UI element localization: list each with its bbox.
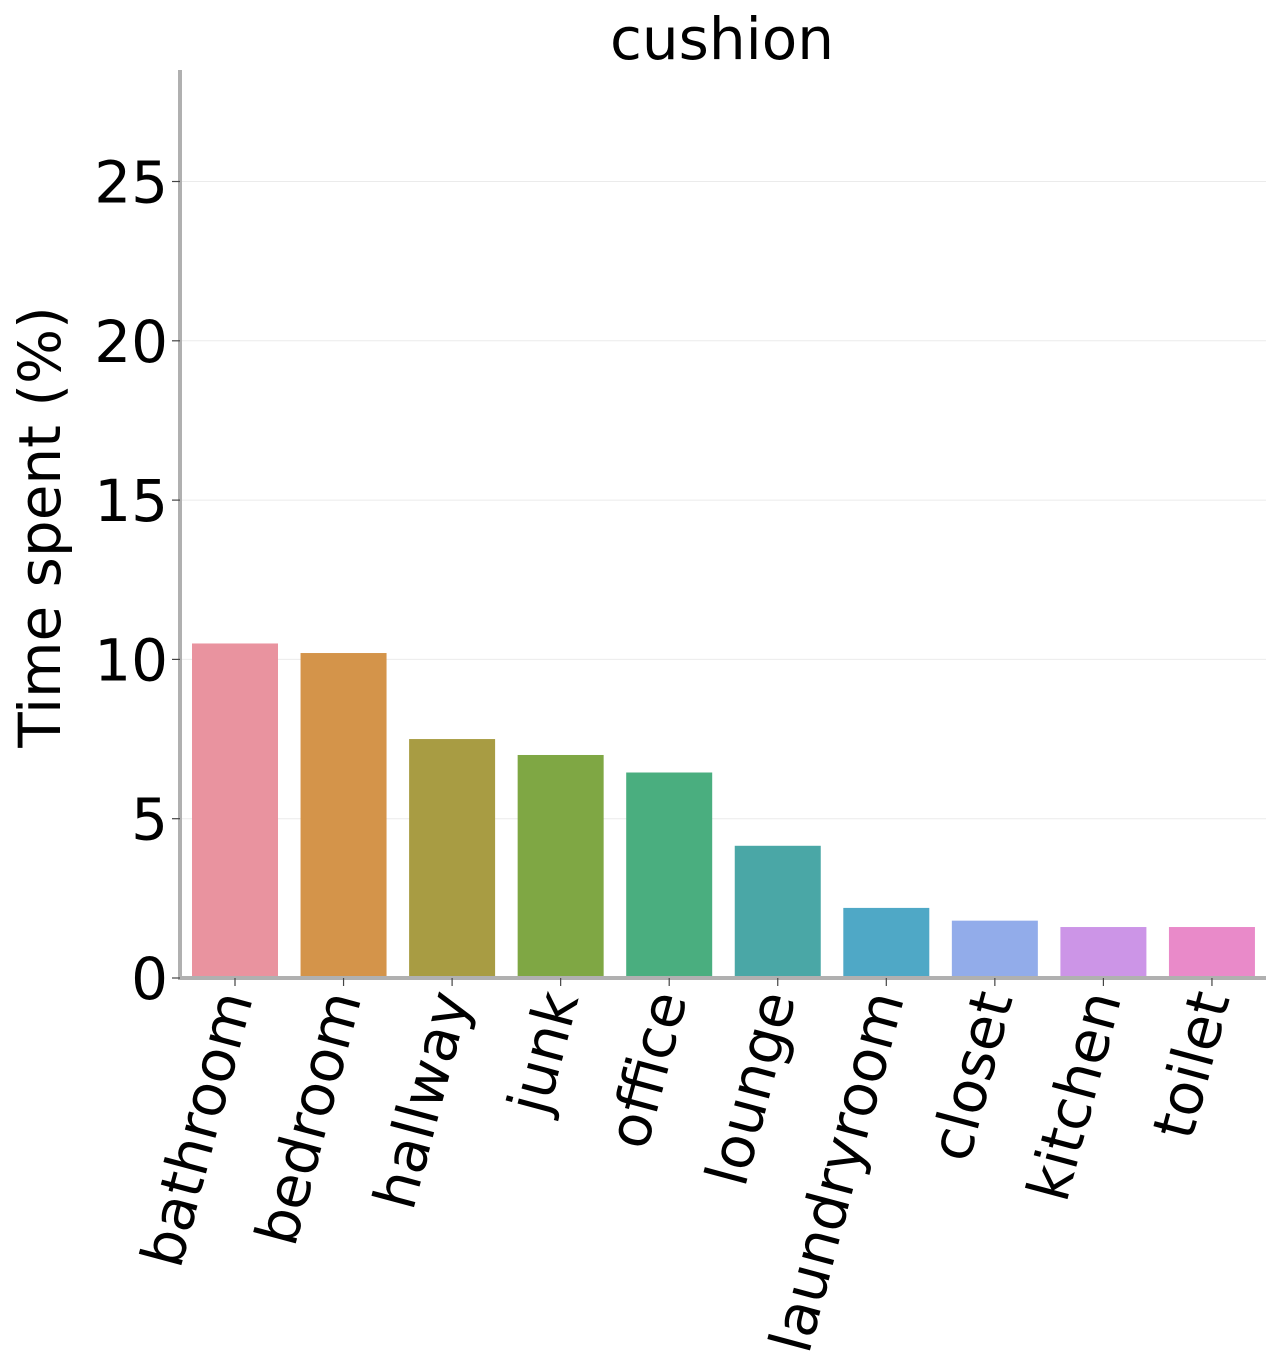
- chart-title: cushion: [610, 5, 834, 73]
- bar-layer: [192, 643, 1255, 978]
- bar-closet: [951, 920, 1038, 978]
- bar-bathroom: [192, 643, 278, 978]
- bar-kitchen: [1060, 927, 1147, 978]
- x-tick-label: kitchen: [1014, 984, 1135, 1208]
- bar-hallway: [409, 739, 496, 978]
- bar-bedroom: [300, 653, 387, 978]
- y-tick-label: 0: [131, 945, 168, 1013]
- y-tick-label: 25: [94, 149, 168, 217]
- y-tick-label: 10: [94, 626, 168, 694]
- y-tick-label: 5: [131, 786, 168, 854]
- y-axis-label: Time spent (%): [6, 306, 74, 748]
- bar-toilet: [1168, 927, 1255, 978]
- y-tick-layer: 0 5 10 15 20 25: [94, 149, 180, 1013]
- x-tick-label: bedroom: [242, 984, 375, 1252]
- x-tick-label: office: [594, 984, 701, 1155]
- bar-lounge: [734, 845, 821, 978]
- bar-laundryroom: [843, 907, 930, 978]
- bar-junk: [517, 754, 604, 978]
- axis-layer: [178, 70, 1266, 980]
- x-tick-label: hallway: [361, 984, 484, 1216]
- x-tick-label: junk: [494, 984, 592, 1123]
- x-tick-label: toilet: [1139, 984, 1243, 1145]
- y-tick-label: 15: [94, 467, 168, 535]
- y-tick-label: 20: [94, 308, 168, 376]
- x-tick-label: lounge: [692, 984, 809, 1192]
- bar-office: [626, 772, 713, 978]
- x-tick-label: closet: [916, 984, 1026, 1168]
